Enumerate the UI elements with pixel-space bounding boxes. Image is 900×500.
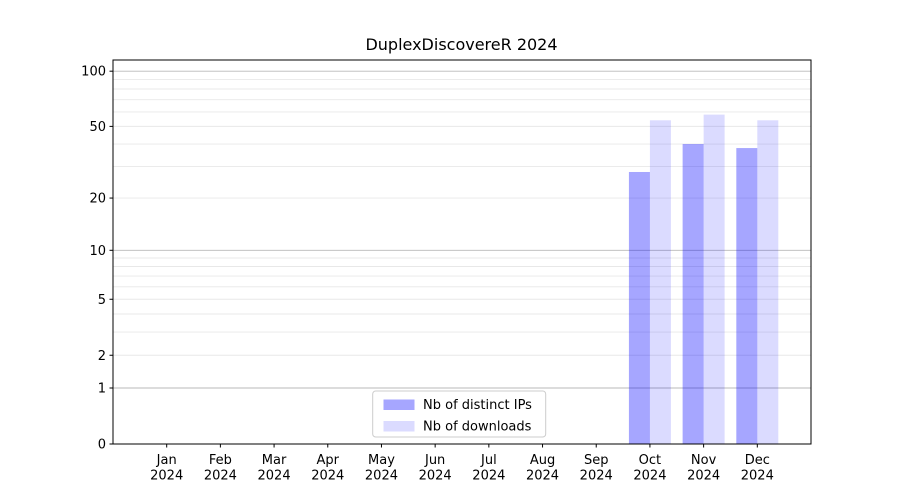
legend-swatch-downloads [383, 421, 415, 432]
plot-border [112, 59, 812, 445]
x-tick-label-year: 2024 [580, 469, 613, 484]
x-tick-label-month: Feb [209, 453, 232, 468]
x-tick-label-year: 2024 [150, 469, 183, 484]
bar-downloads-nov [703, 114, 725, 445]
x-tick-label-month: Dec [745, 453, 770, 468]
x-tick-label-month: May [368, 453, 395, 468]
x-tick-label-year: 2024 [419, 469, 452, 484]
bar-downloads-dec [757, 120, 779, 445]
x-tick-label-year: 2024 [526, 469, 559, 484]
x-tick-label-year: 2024 [687, 469, 720, 484]
x-tick-label-month: Jun [424, 453, 445, 468]
bar-distinct-ips-dec [736, 148, 758, 444]
x-tick-label-year: 2024 [741, 469, 774, 484]
legend: Nb of distinct IPs Nb of downloads [372, 390, 547, 438]
legend-box [372, 390, 547, 438]
y-tick-label: 5 [98, 293, 106, 308]
y-tick-label: 100 [81, 65, 106, 80]
x-tick-label-year: 2024 [311, 469, 344, 484]
legend-label-distinct-ips: Nb of distinct IPs [423, 398, 532, 413]
y-tick-label: 50 [89, 120, 106, 135]
x-tick-label-year: 2024 [365, 469, 398, 484]
x-tick-label-month: Sep [584, 453, 609, 468]
legend-label-downloads: Nb of downloads [423, 420, 532, 435]
bar-downloads-oct [649, 120, 671, 445]
x-tick-label-month: Jul [480, 453, 497, 468]
x-tick-label-month: Aug [530, 453, 555, 468]
y-tick-label: 20 [89, 192, 106, 207]
x-tick-label-year: 2024 [633, 469, 666, 484]
x-tick-label-year: 2024 [204, 469, 237, 484]
y-tick-label: 0 [98, 438, 106, 453]
bar-distinct-ips-nov [682, 144, 704, 445]
chart-title: DuplexDiscovereR 2024 [365, 35, 557, 54]
x-tick-label-year: 2024 [258, 469, 291, 484]
x-tick-label-year: 2024 [472, 469, 505, 484]
x-tick-label-month: Apr [317, 453, 340, 468]
legend-swatch-distinct-ips [383, 399, 415, 410]
y-tick-label: 10 [89, 244, 106, 259]
y-tick-label: 1 [98, 382, 106, 397]
x-tick-label-month: Jan [156, 453, 177, 468]
bar-distinct-ips-oct [628, 171, 650, 444]
x-tick-label-month: Nov [691, 453, 717, 468]
x-tick-label-month: Mar [262, 453, 287, 468]
x-tick-label-month: Oct [639, 453, 661, 468]
plot-area: 0125102050100Jan2024Feb2024Mar2024Apr202… [81, 59, 812, 484]
y-tick-label: 2 [98, 349, 106, 364]
